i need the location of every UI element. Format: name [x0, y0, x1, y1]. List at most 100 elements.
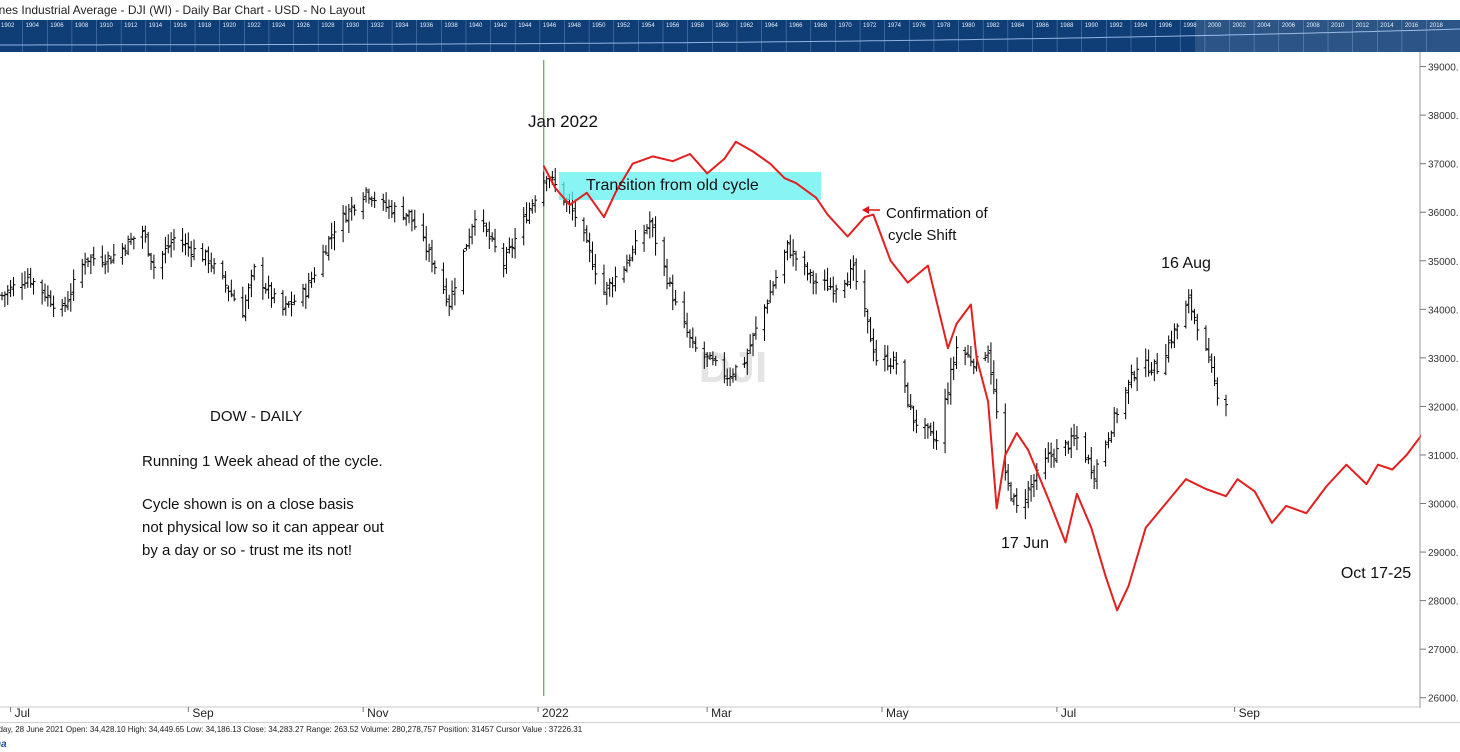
price-bar [103, 254, 108, 275]
cycle-line-point [889, 260, 892, 262]
price-bar [128, 232, 133, 245]
price-bar [1146, 349, 1151, 377]
price-bar [381, 193, 386, 211]
y-tick-label: 27000. [1428, 645, 1459, 656]
overview-navigator[interactable]: 1902 1904 1906 1908 1910 1912 1914 1916 1918 1920… [0, 20, 1460, 52]
price-bar [272, 288, 277, 304]
price-bar [464, 243, 469, 251]
price-bar [5, 285, 10, 305]
cycle-line-point [995, 507, 998, 510]
price-bar [1215, 377, 1220, 406]
price-bar [814, 273, 819, 295]
overview-year-label: 1992 [1109, 23, 1123, 29]
overview-year-label: 2008 [1306, 23, 1320, 29]
price-bar [441, 262, 446, 295]
overview-year-label: 1998 [1183, 23, 1197, 29]
price-bar [80, 258, 85, 288]
price-bar [983, 352, 988, 362]
price-bar [1155, 352, 1160, 375]
price-bar [140, 225, 145, 249]
price-bar [1063, 439, 1068, 457]
price-bar [994, 378, 999, 419]
cycle-line-point [1165, 502, 1167, 505]
price-bar [169, 232, 174, 258]
price-bar [650, 217, 655, 238]
overview-year-label: 1912 [124, 23, 138, 29]
price-bar [1031, 474, 1036, 498]
y-tick-label: 31000. [1428, 451, 1459, 462]
cycle-line-point [970, 303, 972, 306]
price-bar [710, 351, 715, 366]
price-bar [1195, 313, 1200, 341]
annotation-oct-17-25: Oct 17-25 [1341, 565, 1411, 582]
price-bar [963, 346, 968, 366]
price-bar [573, 199, 578, 227]
price-bar [1175, 323, 1180, 340]
price-bar [644, 224, 649, 235]
overview-year-label: 1984 [1011, 23, 1025, 29]
price-bar [662, 236, 667, 277]
price-bar [427, 243, 432, 263]
price-bar [794, 250, 799, 271]
price-bar [392, 202, 397, 223]
price-bar [269, 282, 274, 308]
price-bar [11, 276, 16, 297]
price-bar [811, 270, 816, 295]
status-text: nday, 28 June 2021 Open: 34,428.10 High:… [0, 725, 583, 734]
cycle-line-point [706, 172, 708, 175]
price-bar [472, 210, 477, 236]
x-tick-label: Jul [1061, 706, 1076, 720]
price-bar [1072, 423, 1077, 447]
price-bar [685, 312, 690, 338]
annotation-cycle-shift: cycle Shift [888, 227, 957, 244]
price-bar [765, 299, 770, 314]
price-bar [447, 294, 452, 316]
price-bar [123, 244, 128, 257]
price-bar [332, 221, 337, 251]
price-bar [292, 294, 297, 306]
price-bar [384, 192, 389, 212]
price-bar [71, 269, 76, 301]
price-bar [593, 254, 598, 285]
price-bar [1143, 348, 1148, 378]
price-bar [968, 345, 973, 367]
cycle-line-point [631, 162, 634, 165]
price-bar [914, 409, 919, 434]
price-bar [1169, 330, 1174, 349]
price-bar [507, 237, 512, 254]
y-tick-label: 34000. [1428, 305, 1459, 316]
price-bar [1054, 439, 1059, 463]
y-tick-label: 36000. [1428, 208, 1459, 219]
price-bar [45, 285, 50, 307]
price-bar [745, 348, 750, 375]
price-bar [1183, 300, 1188, 329]
price-bar [728, 367, 733, 387]
overview-year-label: 1920 [223, 23, 237, 29]
price-bar [63, 296, 68, 313]
price-bar [346, 203, 351, 234]
overview-grid [22, 20, 1427, 52]
price-bar [1149, 362, 1154, 376]
cycle-line-point [927, 264, 929, 267]
dji-daily-bar-chart[interactable]: DJI Jan 2022 Transition from old cycle Con… [0, 52, 1460, 722]
price-bar [412, 209, 417, 230]
price-bar [160, 250, 165, 280]
overview-year-label: 1908 [75, 23, 89, 29]
price-bar [91, 246, 96, 266]
overview-year-label: 1990 [1085, 23, 1099, 29]
price-bar [581, 217, 586, 242]
y-tick-label: 26000. [1428, 694, 1459, 705]
cycle-line-point [1104, 575, 1107, 578]
cycle-line-point [955, 323, 958, 325]
overview-year-label: 1952 [617, 23, 631, 29]
overview-viewport-window[interactable] [1195, 20, 1460, 52]
price-bar [1095, 459, 1100, 490]
overview-strip[interactable]: 1902 1904 1906 1908 1910 1912 1914 1916 1918 1920… [0, 20, 1460, 52]
price-bar [1066, 440, 1071, 454]
price-bar [891, 351, 896, 370]
price-bar [1186, 289, 1191, 314]
price-bar [212, 258, 217, 275]
price-bar [171, 229, 176, 251]
price-bar [1115, 408, 1120, 424]
cycle-line-point [1127, 585, 1130, 587]
